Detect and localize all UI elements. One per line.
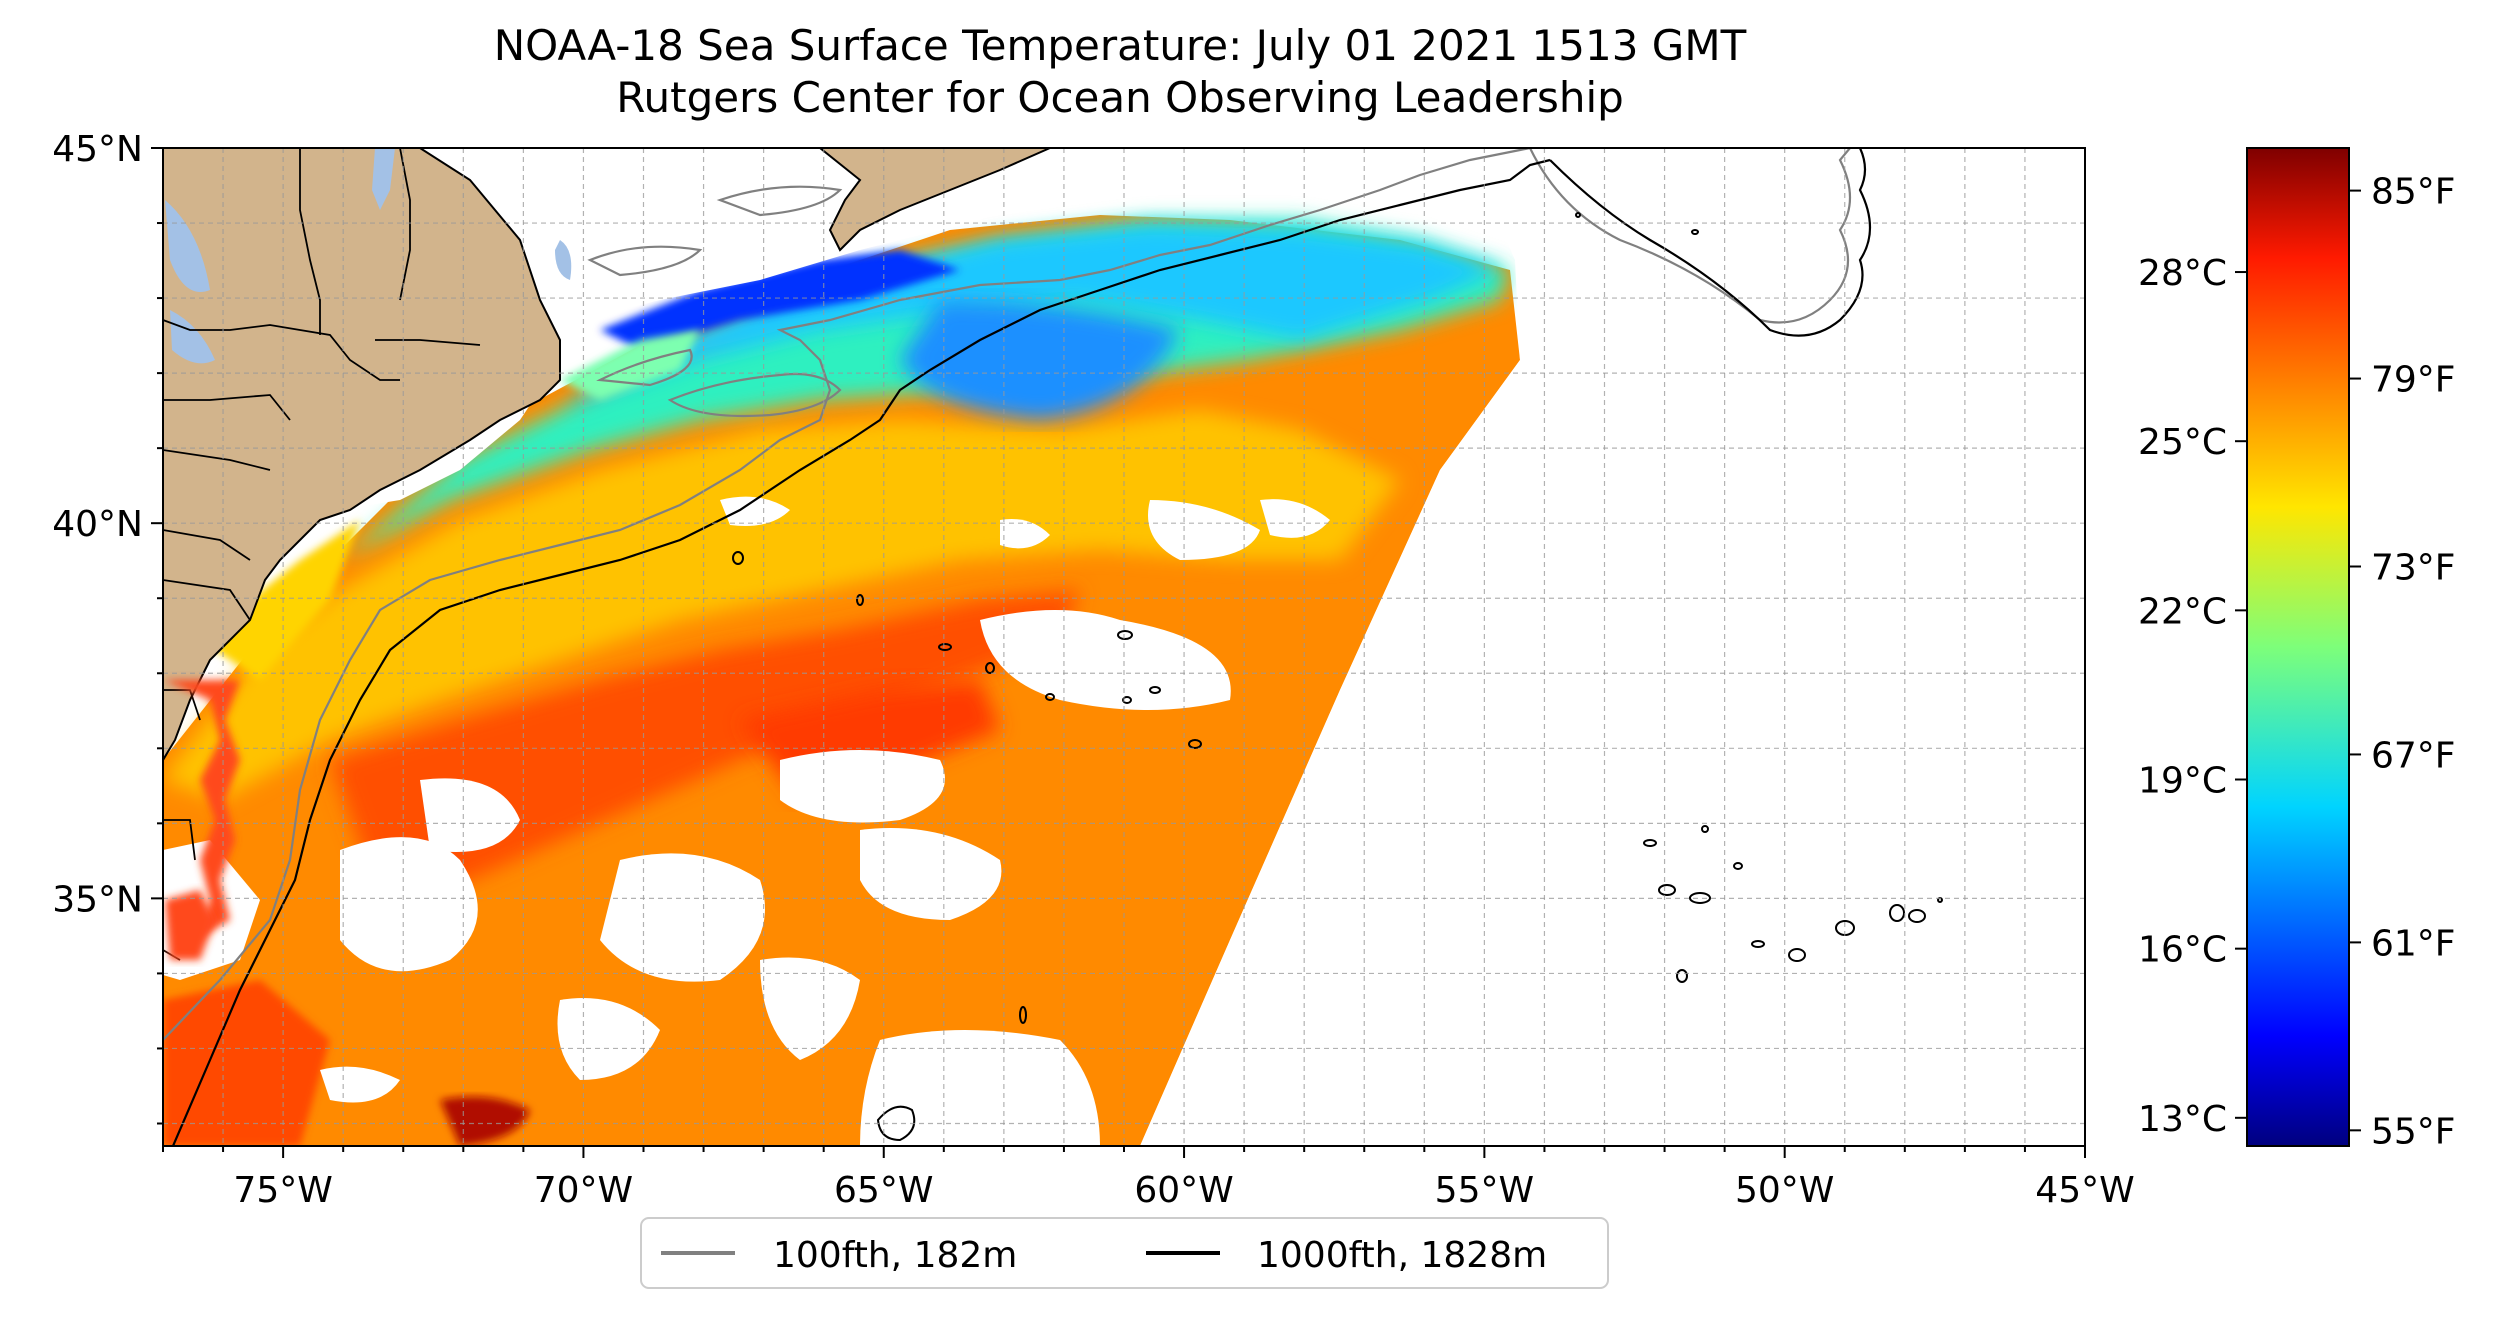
fahrenheit-tick-label: 85°F	[2371, 172, 2456, 213]
fahrenheit-tick-label: 55°F	[2371, 1111, 2456, 1152]
fahrenheit-tick-label: 73°F	[2371, 547, 2456, 588]
legend: 100fth, 182m 1000fth, 1828m	[640, 1217, 1609, 1289]
colorbar-celsius-axis: 28°C 25°C 22°C 19°C 16°C 13°C	[2138, 253, 2247, 1140]
legend-label-100fth: 100fth, 182m	[773, 1235, 1017, 1276]
map-area	[163, 148, 2085, 1146]
sst-cool-patch	[560, 330, 700, 400]
fahrenheit-tick-label: 67°F	[2371, 735, 2456, 776]
sst-shelf-water	[560, 225, 1500, 410]
celsius-tick-label: 25°C	[2138, 422, 2227, 463]
lon-tick-label: 70°W	[534, 1170, 633, 1211]
lon-tick-label: 60°W	[1134, 1170, 1233, 1211]
sst-chesapeake-bay	[163, 680, 240, 940]
lon-tick-label: 65°W	[834, 1170, 933, 1211]
fahrenheit-tick-label: 79°F	[2371, 360, 2456, 401]
seamount-contours	[732, 212, 1943, 1142]
colorbar: 28°C 25°C 22°C 19°C 16°C 13°C 85°F 79°F 73°F 67°…	[2138, 147, 2456, 1152]
isobath-100fth-lines	[163, 148, 1851, 1041]
land	[163, 148, 1051, 762]
title-line-1: NOAA-18 Sea Surface Temperature: July 01…	[493, 21, 1747, 70]
state-borders	[163, 148, 481, 961]
sst-pamlico-sound	[165, 890, 215, 960]
lon-tick-label: 45°W	[2035, 1170, 2134, 1211]
celsius-tick-label: 16°C	[2138, 930, 2227, 971]
legend-box	[640, 1217, 1609, 1289]
celsius-tick-label: 19°C	[2138, 761, 2227, 802]
celsius-tick-label: 28°C	[2138, 253, 2227, 294]
lon-tick-label: 50°W	[1735, 1170, 1834, 1211]
lat-tick-label: 35°N	[52, 879, 143, 920]
longitude-axis: 75°W 70°W 65°W 60°W 55°W 50°W 45°W	[162, 1146, 2135, 1211]
lon-tick-label: 75°W	[233, 1170, 332, 1211]
gridlines	[163, 148, 2085, 1146]
sst-hot-southwest	[163, 980, 330, 1146]
isobath-1000fth-lines	[171, 148, 1871, 1146]
celsius-tick-label: 22°C	[2138, 591, 2227, 632]
sst-cold-coastal	[600, 250, 960, 350]
chart-title: NOAA-18 Sea Surface Temperature: July 01…	[160, 20, 2080, 124]
celsius-tick-label: 13°C	[2138, 1099, 2227, 1140]
lat-tick-label: 45°N	[52, 129, 143, 170]
latitude-axis: 45°N 40°N 35°N	[52, 129, 163, 1125]
sst-coastal-yellow	[200, 520, 360, 680]
lon-tick-label: 55°W	[1435, 1170, 1534, 1211]
colorbar-gradient	[2246, 147, 2350, 1147]
lat-tick-label: 40°N	[52, 504, 143, 545]
sst-hottest-spot	[440, 1096, 530, 1146]
sst-cold-pool	[900, 300, 1180, 420]
title-line-2: Rutgers Center for Ocean Observing Leade…	[616, 73, 1624, 122]
sst-yellow-band	[163, 410, 1400, 800]
colorbar-fahrenheit-axis: 85°F 79°F 73°F 67°F 61°F 55°F	[2349, 172, 2456, 1152]
fahrenheit-tick-label: 61°F	[2371, 923, 2456, 964]
legend-label-1000fth: 1000fth, 1828m	[1257, 1235, 1547, 1276]
